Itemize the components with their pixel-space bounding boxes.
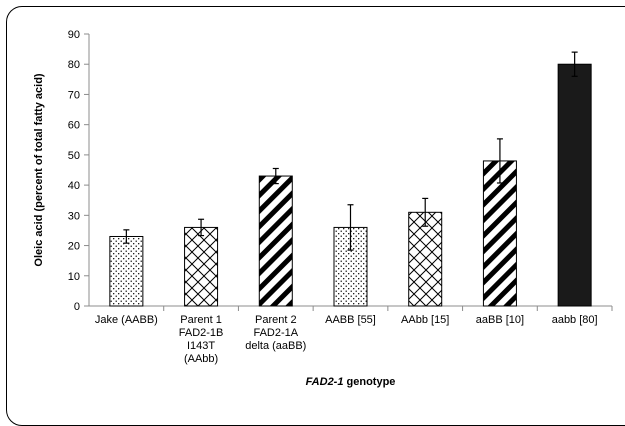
- x-tick-label: Jake (AABB): [95, 314, 158, 326]
- bar: [109, 235, 144, 307]
- bar: [408, 211, 443, 307]
- y-tick-label: 30: [68, 210, 80, 222]
- y-tick-label: 50: [68, 150, 80, 162]
- labels-group: 0 10 20 30 40 50 60 70 80 90 Jake (AABB) Parent 1 FA…: [33, 29, 598, 388]
- y-tick-label: 80: [68, 59, 80, 71]
- bar: [482, 160, 517, 307]
- y-tick-label: 60: [68, 120, 80, 132]
- x-tick-label: Parent 2 FAD2-1A delta (aaBB): [245, 314, 306, 352]
- bar: [258, 175, 293, 307]
- x-axis-title: FAD2-1 genotype: [306, 376, 396, 388]
- y-tick-label: 20: [68, 241, 80, 253]
- bar: [557, 63, 592, 307]
- bars-group: [109, 51, 592, 307]
- y-tick-label: 90: [68, 29, 80, 41]
- y-tick-label: 0: [74, 301, 80, 313]
- bar: [184, 226, 219, 307]
- y-tick-label: 40: [68, 180, 80, 192]
- x-tick-label: AABB [55]: [325, 314, 376, 326]
- x-tick-label: Parent 1 FAD2-1B I143T (AAbb): [179, 314, 224, 365]
- y-tick-label: 70: [68, 89, 80, 101]
- y-axis-title: Oleic acid (percent of total fatty acid): [33, 73, 45, 266]
- bar-chart: 0 10 20 30 40 50 60 70 80 90 Jake (AABB) Parent 1 FA…: [33, 29, 613, 388]
- x-tick-label: aabb [80]: [552, 314, 598, 326]
- x-tick-label: AAbb [15]: [401, 314, 449, 326]
- y-tick-label: 10: [68, 271, 80, 283]
- x-tick-label: aaBB [10]: [476, 314, 524, 326]
